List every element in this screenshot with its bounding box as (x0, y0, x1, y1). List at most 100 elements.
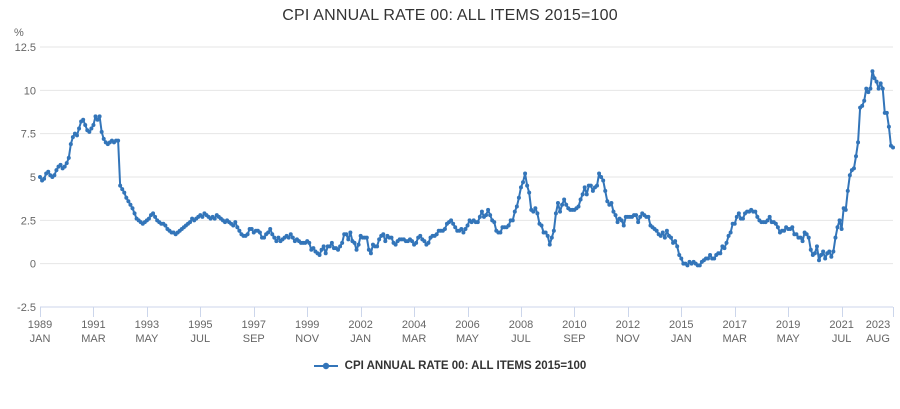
series-point-marker[interactable] (274, 239, 279, 244)
series-point-marker[interactable] (553, 211, 558, 216)
series-point-marker[interactable] (68, 142, 73, 147)
series-point-marker[interactable] (874, 79, 879, 84)
series-point-marker[interactable] (290, 235, 295, 240)
series-point-marker[interactable] (806, 235, 811, 240)
series-point-marker[interactable] (336, 247, 341, 252)
series-point-marker[interactable] (54, 168, 59, 173)
series-point-marker[interactable] (558, 209, 563, 214)
series-point-marker[interactable] (235, 225, 240, 230)
series-point-marker[interactable] (734, 214, 739, 219)
series-point-marker[interactable] (868, 86, 873, 91)
series-point-marker[interactable] (819, 253, 824, 257)
series-point-marker[interactable] (465, 223, 470, 228)
series-point-marker[interactable] (338, 244, 343, 249)
series-point-marker[interactable] (831, 249, 836, 254)
series-point-marker[interactable] (732, 221, 737, 226)
series-point-marker[interactable] (38, 175, 42, 179)
series-point-marker[interactable] (521, 180, 526, 185)
series-point-marker[interactable] (531, 209, 536, 214)
series-point-marker[interactable] (97, 114, 102, 119)
series-point-marker[interactable] (539, 223, 544, 228)
series-point-marker[interactable] (866, 90, 871, 95)
series-point-marker[interactable] (588, 183, 593, 188)
series-point-marker[interactable] (654, 228, 659, 233)
series-point-marker[interactable] (578, 197, 583, 202)
series-point-marker[interactable] (523, 171, 528, 176)
series-point-marker[interactable] (42, 176, 47, 181)
series-point-marker[interactable] (605, 199, 610, 204)
series-point-marker[interactable] (878, 81, 883, 86)
series-point-marker[interactable] (597, 171, 602, 176)
series-point-marker[interactable] (272, 235, 277, 240)
series-point-marker[interactable] (163, 223, 168, 228)
series-point-marker[interactable] (276, 235, 281, 240)
series-point-marker[interactable] (354, 247, 359, 252)
series-point-marker[interactable] (580, 192, 585, 197)
series-point-marker[interactable] (884, 110, 889, 115)
series-point-marker[interactable] (611, 209, 616, 214)
series-point-marker[interactable] (564, 202, 569, 207)
series-point-marker[interactable] (124, 195, 129, 200)
series-point-marker[interactable] (576, 204, 581, 209)
series-point-marker[interactable] (872, 76, 877, 81)
series-point-marker[interactable] (886, 124, 891, 129)
series-point-marker[interactable] (75, 133, 79, 138)
series-point-marker[interactable] (582, 185, 587, 190)
series-point-marker[interactable] (726, 233, 731, 238)
series-point-marker[interactable] (599, 175, 604, 179)
series-point-marker[interactable] (128, 202, 133, 207)
series-point-marker[interactable] (153, 214, 158, 219)
series-point-marker[interactable] (231, 223, 236, 228)
series-point-marker[interactable] (245, 232, 250, 237)
series-point-marker[interactable] (527, 190, 532, 195)
series-point-marker[interactable] (352, 240, 357, 245)
series-point-marker[interactable] (660, 230, 665, 235)
series-point-marker[interactable] (383, 239, 388, 244)
chart-plot-area[interactable]: 12.5 10 7.5 5 2.5 0 -2.5% 1989 JAN 1991 MAR 1993 MAY… (0, 0, 900, 355)
series-point-marker[interactable] (346, 237, 351, 242)
series-point-marker[interactable] (664, 228, 669, 233)
series-point-marker[interactable] (286, 235, 291, 240)
series-point-marker[interactable] (543, 230, 548, 235)
series-point-marker[interactable] (821, 249, 826, 254)
series-point-marker[interactable] (518, 185, 523, 190)
series-line[interactable] (39, 70, 894, 267)
series-point-marker[interactable] (89, 126, 94, 131)
series-point-marker[interactable] (560, 202, 565, 207)
series-point-marker[interactable] (790, 225, 795, 230)
series-point-marker[interactable] (233, 220, 238, 225)
series-point-marker[interactable] (736, 211, 741, 216)
series-point-marker[interactable] (93, 114, 98, 119)
series-point-marker[interactable] (619, 218, 624, 223)
series-point-marker[interactable] (621, 223, 626, 228)
series-point-marker[interactable] (270, 232, 275, 237)
series-point-marker[interactable] (492, 220, 497, 225)
series-point-marker[interactable] (317, 253, 322, 257)
series-point-marker[interactable] (722, 246, 727, 251)
series-point-marker[interactable] (116, 138, 121, 143)
series-point-marker[interactable] (268, 227, 273, 231)
series-point-marker[interactable] (461, 230, 466, 235)
series-point-marker[interactable] (311, 246, 316, 251)
series-point-marker[interactable] (257, 230, 262, 235)
series-point-marker[interactable] (381, 232, 386, 237)
series-point-marker[interactable] (562, 197, 567, 202)
series-point-marker[interactable] (854, 154, 858, 159)
series-point-marker[interactable] (804, 232, 809, 237)
series-point-marker[interactable] (724, 240, 729, 245)
series-point-marker[interactable] (862, 98, 867, 103)
series-point-marker[interactable] (418, 233, 423, 238)
series-point-marker[interactable] (514, 204, 519, 209)
series-point-marker[interactable] (81, 117, 86, 122)
series-point-marker[interactable] (479, 209, 484, 214)
series-point-marker[interactable] (389, 235, 394, 240)
series-point-marker[interactable] (52, 173, 57, 178)
series-point-marker[interactable] (249, 227, 254, 231)
series-point-marker[interactable] (118, 183, 123, 188)
series-point-marker[interactable] (321, 244, 326, 249)
series-point-marker[interactable] (348, 230, 353, 235)
series-point-marker[interactable] (459, 227, 464, 231)
series-point-marker[interactable] (512, 209, 517, 214)
series-point-marker[interactable] (463, 227, 468, 231)
series-point-marker[interactable] (847, 173, 852, 178)
